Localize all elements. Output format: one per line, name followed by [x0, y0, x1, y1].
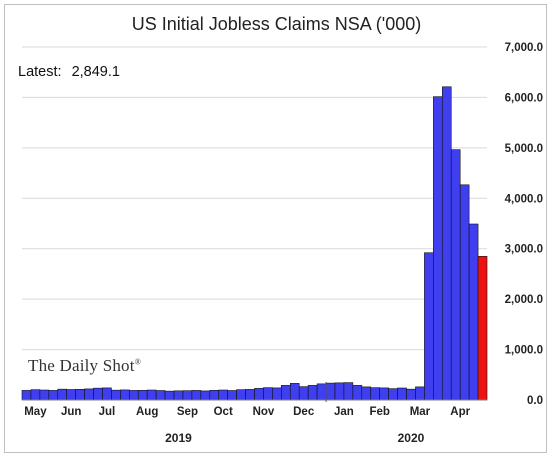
x-tick-label: Feb — [369, 406, 389, 418]
bar — [459, 184, 470, 401]
bar — [361, 386, 372, 401]
bar — [450, 149, 461, 401]
bar — [397, 387, 407, 401]
bar — [379, 387, 389, 401]
y-tick-label: 4,000.0 — [505, 193, 543, 205]
bar — [298, 386, 309, 401]
bar — [227, 390, 237, 401]
bar — [48, 390, 59, 401]
bar — [236, 389, 246, 401]
bar — [93, 387, 103, 401]
bar — [39, 389, 50, 401]
bar — [433, 96, 443, 401]
bar — [468, 223, 479, 401]
x-tick-label: Oct — [214, 406, 233, 418]
x-tick-label: Mar — [410, 406, 431, 418]
bar — [388, 388, 398, 401]
bar — [272, 387, 282, 401]
bar — [424, 252, 434, 401]
bar — [164, 390, 175, 401]
bar — [21, 390, 32, 401]
bar — [209, 390, 220, 401]
bar — [352, 385, 363, 401]
bar — [325, 382, 336, 401]
bar-latest — [477, 256, 488, 401]
bar — [75, 389, 85, 401]
bar — [102, 387, 112, 401]
bar — [111, 389, 121, 401]
y-tick-label: 2,000.0 — [505, 294, 543, 306]
x-tick-label: Jun — [61, 406, 81, 418]
bar — [129, 390, 139, 401]
y-tick-label: 0.0 — [527, 395, 543, 407]
bar — [173, 390, 184, 401]
bar — [146, 389, 157, 401]
bar — [307, 385, 318, 401]
bar — [370, 387, 380, 401]
bar — [334, 382, 345, 401]
bar — [155, 390, 166, 401]
x-tick-label: Jul — [99, 406, 116, 418]
x-tick-label: Jan — [334, 406, 354, 418]
year-label: 2020 — [398, 431, 425, 445]
y-tick-label: 1,000.0 — [505, 345, 543, 357]
bar — [66, 389, 76, 401]
bar — [441, 86, 452, 401]
x-tick-label: May — [24, 406, 47, 418]
bar — [245, 389, 255, 401]
bar — [57, 388, 68, 401]
latest-label: Latest: — [18, 64, 62, 80]
bar — [191, 390, 202, 401]
bar — [281, 385, 291, 401]
latest-readout: Latest: 2,849.1 — [18, 64, 120, 80]
bar — [263, 387, 273, 401]
bar — [406, 388, 416, 401]
x-tick-label: Dec — [293, 406, 315, 418]
latest-value: 2,849.1 — [71, 64, 120, 80]
x-tick-label: Apr — [450, 406, 470, 418]
x-tick-label: Nov — [253, 406, 275, 418]
bar — [182, 390, 193, 401]
registered-mark: ® — [134, 357, 141, 367]
y-tick-label: 7,000.0 — [505, 42, 543, 54]
bar — [200, 390, 211, 401]
x-tick-label: Aug — [136, 406, 158, 418]
year-label: 2019 — [165, 431, 192, 445]
bar — [120, 389, 130, 401]
watermark-text: The Daily Shot — [28, 356, 135, 375]
x-tick-label: Sep — [177, 406, 198, 418]
bar — [254, 388, 264, 401]
chart-title: US Initial Jobless Claims NSA ('000) — [131, 14, 422, 34]
bar — [137, 390, 148, 401]
bar — [289, 383, 300, 401]
bar — [415, 386, 425, 401]
bar — [84, 388, 94, 401]
y-tick-label: 5,000.0 — [505, 143, 543, 155]
bar — [343, 382, 354, 401]
bar — [218, 389, 228, 401]
y-tick-label: 6,000.0 — [505, 92, 543, 104]
bar — [316, 383, 327, 401]
bar — [30, 389, 41, 401]
source-watermark: The Daily Shot® — [28, 356, 141, 376]
y-tick-label: 3,000.0 — [505, 244, 543, 256]
